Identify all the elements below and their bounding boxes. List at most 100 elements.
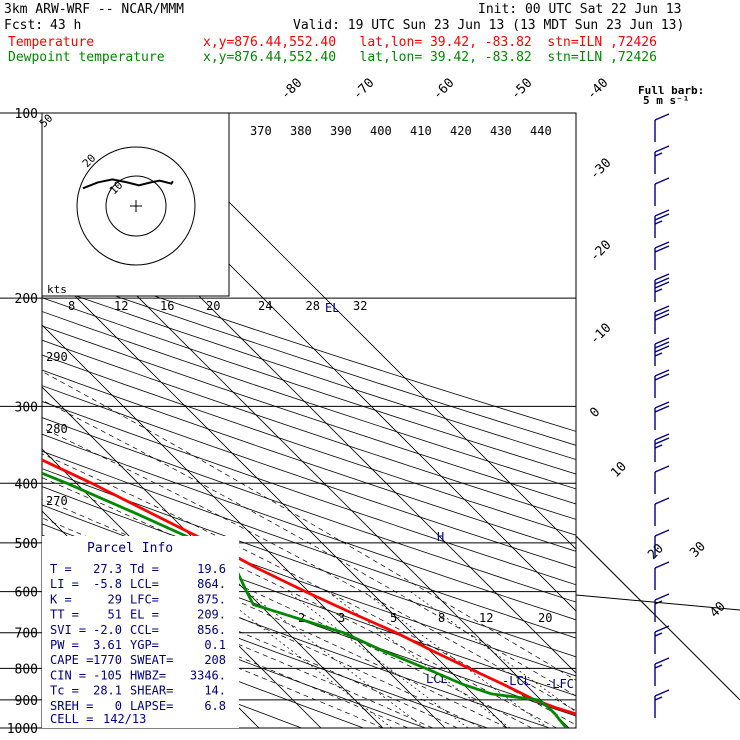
hodograph-kts-label: kts: [47, 283, 67, 296]
theta-label-top: 430: [490, 124, 512, 138]
pressure-label-900: 900: [15, 694, 38, 709]
isotherm-label: 0: [587, 405, 603, 421]
isotherm-line: [42, 262, 508, 728]
h-marker: H: [437, 530, 444, 544]
parcel-row-value: -2.0: [93, 623, 122, 637]
wind-barb-flag: [654, 465, 670, 473]
parcel-row-value-2: 209.: [197, 608, 226, 622]
mixing-ratio-label: 2: [298, 611, 305, 625]
theta-label-mid: 16: [160, 299, 174, 313]
isotherm-line: [0, 113, 11, 728]
forecast-hour: 43 h: [50, 18, 82, 33]
mixing-ratio-line: [246, 591, 425, 728]
isotherm-label: 40: [707, 599, 729, 621]
theta-label-top: 420: [450, 124, 472, 138]
wind-barb-flag: [654, 497, 670, 505]
dry-adiabat: [42, 400, 576, 586]
parcel-row-label-2: LCL=: [130, 577, 159, 591]
pressure-label-500: 500: [15, 537, 38, 552]
theta-label-left: 290: [46, 350, 68, 364]
pressure-label-200: 200: [15, 292, 38, 307]
parcel-row-label-2: LAPSE=: [130, 699, 173, 713]
valid-time: Valid: 19 UTC Sun 23 Jun 13 (13 MDT Sun …: [293, 18, 685, 33]
isotherm-label: -50: [508, 76, 535, 103]
parcel-row-value: 0: [115, 699, 122, 713]
wind-barb-flag: [654, 401, 670, 409]
pressure-label-600: 600: [15, 586, 38, 601]
hodograph-ring-outer: [76, 146, 196, 266]
parcel-row-value-2: 3346.: [190, 668, 226, 682]
theta-label-mid: 32: [353, 299, 367, 313]
model-title: 3km ARW-WRF -- NCAR/MMM: [4, 2, 185, 17]
wind-barb-flag: [654, 433, 670, 441]
parcel-row-label-2: Td =: [130, 562, 159, 576]
theta-label-left: 270: [46, 494, 68, 508]
pressure-label-800: 800: [15, 662, 38, 677]
wind-barb-flag: [654, 437, 670, 445]
wind-barb-flag: [654, 561, 670, 569]
mixing-ratio-line: [287, 591, 469, 728]
mixing-ratio-label: 5: [390, 611, 397, 625]
dry-adiabat: [42, 311, 576, 490]
parcel-row-label: CAPE =: [50, 653, 93, 667]
dry-adiabat: [42, 468, 576, 658]
wind-barb-flag: [654, 177, 670, 185]
isotherm-label: -80: [278, 76, 305, 103]
moist-adiabat: [42, 563, 433, 728]
parcel-row-label-2: HWBZ=: [130, 668, 166, 682]
moist-adiabat: [42, 370, 576, 681]
parcel-row-label: SREH =: [50, 699, 93, 713]
wind-barb-half: [654, 632, 663, 637]
mixing-ratio-label: 20: [538, 611, 552, 625]
parcel-row-value: 3.61: [93, 638, 122, 652]
plot-frame: [41, 112, 577, 729]
parcel-row-value: 27.3: [93, 562, 122, 576]
isotherm-label: 10: [608, 459, 630, 481]
isotherm-label: -10: [587, 321, 614, 348]
parcel-info-box: Parcel Info T = 27.3 Td = 19.6 LI = -5.8 LCL= 8…: [42, 536, 239, 728]
mixing-ratio-label: 8: [438, 611, 445, 625]
parcel-row-value: 51: [108, 608, 122, 622]
wind-barb-flag: [654, 209, 670, 217]
wind-barb-flag: [654, 145, 670, 153]
wind-barb-flag: [654, 341, 670, 349]
wind-barb-flag: [654, 529, 670, 537]
wind-barb-flag: [654, 245, 670, 253]
isotherm-label: -70: [350, 76, 377, 103]
dry-adiabat: [42, 325, 576, 505]
pressure-label-400: 400: [15, 477, 38, 492]
parcel-row-value: 29: [108, 592, 122, 606]
el-annotation: EL: [325, 301, 339, 315]
theta-label-mid: 8: [68, 299, 75, 313]
theta-label-left: 280: [46, 422, 68, 436]
dry-adiabat: [42, 339, 576, 520]
parcel-row-value-2: 875.: [197, 592, 226, 606]
parcel-row-value-2: 208: [204, 653, 226, 667]
isotherm-label: -30: [587, 156, 614, 183]
cell-label: CELL =: [50, 712, 93, 726]
parcel-row-label: Tc =: [50, 684, 79, 698]
parcel-row-value-2: 14.: [204, 684, 226, 698]
pressure-label-700: 700: [15, 627, 38, 642]
isotherm-label: 20: [645, 541, 667, 563]
isotherm-label: -40: [584, 76, 611, 103]
parcel-row-value-2: 856.: [197, 623, 226, 637]
parcel-row-label: T =: [50, 562, 72, 576]
dry-adiabat: [42, 486, 576, 677]
dewpoint-legend: Dewpoint temperature: [8, 50, 165, 65]
wind-scale-title: Full barb:: [638, 84, 704, 97]
wind-barb-half: [654, 444, 663, 449]
hodograph-trace: [82, 178, 174, 190]
wind-barb-half: [654, 220, 663, 225]
wind-barb-flag: [654, 657, 670, 665]
theta-label-top: 380: [290, 124, 312, 138]
wind-barb-flag: [654, 337, 670, 345]
theta-label-mid: 28: [306, 299, 320, 313]
wind-barb-flag: [654, 373, 670, 381]
parcel-lfc-annotation: -LFC: [545, 677, 574, 691]
wind-scale-units: 5 m s⁻¹: [643, 94, 689, 107]
parcel-row-value-2: 864.: [197, 577, 226, 591]
theta-label-mid: 20: [206, 299, 220, 313]
dry-adiabat: [42, 297, 576, 475]
